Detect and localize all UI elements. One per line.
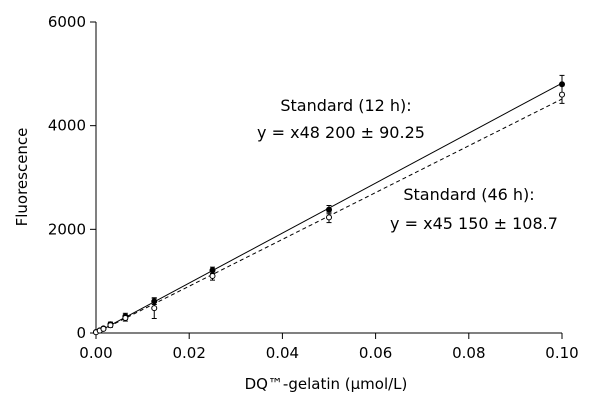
x-tick-label: 0.06 (359, 344, 392, 362)
y-tick-label: 6000 (48, 13, 86, 31)
data-point-open (151, 305, 158, 312)
y-tick-label: 0 (76, 324, 86, 342)
data-point-open (107, 322, 114, 329)
data-point-open (559, 91, 565, 98)
x-tick-label: 0.08 (452, 344, 485, 362)
y-axis-title: Fluorescence (13, 128, 31, 227)
y-tick-label: 2000 (48, 220, 86, 238)
series-1-points (93, 85, 565, 336)
x-tick-label: 0.02 (172, 344, 205, 362)
data-point-open (122, 314, 129, 321)
x-axis-title: DQ™-gelatin (μmol/L) (245, 375, 408, 393)
data-point-filled (326, 206, 332, 213)
data-point-open (209, 272, 216, 279)
x-tick-label: 0.10 (545, 344, 578, 362)
x-tick-label: 0.04 (266, 344, 299, 362)
series-46h-equation: y = x45 150 ± 108.7 (390, 214, 558, 233)
series-12h-equation: y = x48 200 ± 90.25 (257, 123, 425, 142)
y-ticks: 0 2000 4000 6000 (48, 13, 96, 342)
data-point-open (326, 214, 332, 221)
x-ticks: 0.00 0.02 0.04 0.06 0.08 0.10 (79, 333, 579, 362)
series-12h-label: Standard (12 h): (280, 96, 411, 115)
series-46h-label: Standard (46 h): (403, 185, 534, 204)
plot-area (95, 22, 562, 334)
data-points (93, 74, 565, 336)
data-point-open (100, 325, 107, 332)
x-tick-label: 0.00 (79, 344, 112, 362)
y-tick-label: 4000 (48, 117, 86, 135)
